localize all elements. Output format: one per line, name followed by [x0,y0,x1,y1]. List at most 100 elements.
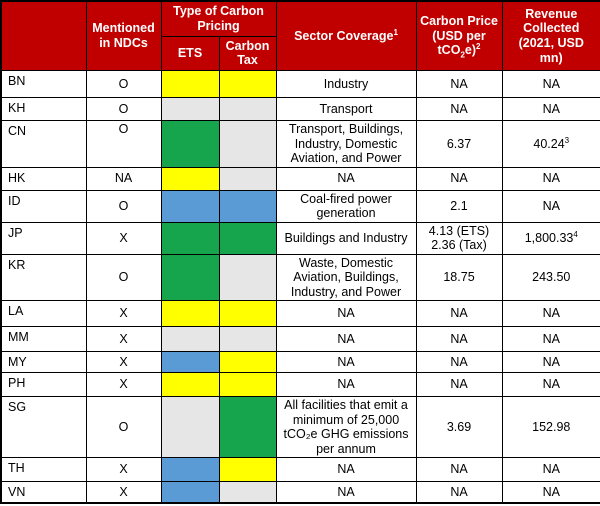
ndc-marker-cell: X [85,457,162,482]
country-code-cell: KR [0,253,87,301]
ndc-marker-cell: X [85,221,162,255]
sector-coverage-cell: Coal-fired power generation [275,189,417,223]
revenue-value: NA [542,331,560,346]
revenue-cell: 1,800.334 [501,221,600,255]
ets-status-color-cell [160,351,220,373]
carbon-tax-status-color-cell [218,396,277,458]
revenue-value: 40.24 [533,136,565,151]
table-row: JP X Buildings and Industry 4.13 (ETS) 2… [0,221,600,255]
carbon-price-cell: NA [415,481,503,503]
ets-status-color-cell [160,396,220,458]
table-row: PH X NA NA NA [0,372,600,397]
sector-coverage-cell: NA [275,351,417,373]
table-row: KR O Waste, Domestic Aviation, Buildings… [0,253,600,301]
table-row: MY X NA NA NA [0,351,600,373]
carbon-price-cell: NA [415,326,503,352]
carbon-price-cell: 2.1 [415,189,503,223]
ets-status-color-cell [160,481,220,503]
ets-status-color-cell [160,120,220,168]
sector-coverage-cell: All facilities that emit a minimum of 25… [275,396,417,458]
carbon-price-cell: NA [415,300,503,327]
ndc-marker-cell: X [85,481,162,503]
country-code-cell: HK [0,166,87,191]
ets-status-color-cell [160,221,220,255]
ndc-marker-cell: O [85,97,162,121]
revenue-cell: NA [501,70,600,98]
ndc-marker-cell: X [85,351,162,373]
country-code-cell: MM [0,326,87,352]
carbon-tax-status-color-cell [218,372,277,397]
sector-coverage-cell: NA [275,457,417,482]
table-row: BN O Industry NA NA [0,70,600,98]
table-row: KH O Transport NA NA [0,97,600,121]
revenue-value: 1,800.33 [524,230,574,245]
carbon-tax-status-color-cell [218,457,277,482]
revenue-value: NA [542,462,560,477]
table-row: HK NA NA NA NA [0,166,600,191]
revenue-cell: NA [501,481,600,503]
carbon-price-cell: NA [415,351,503,373]
table-row: ID O Coal-fired power generation 2.1 NA [0,189,600,223]
sector-coverage-cell: Transport [275,97,417,121]
carbon-tax-status-color-cell [218,120,277,168]
revenue-value: NA [542,306,560,321]
carbon-price-cell: 6.37 [415,120,503,168]
revenue-cell: NA [501,97,600,121]
revenue-cell: NA [501,457,600,482]
revenue-cell: 40.243 [501,120,600,168]
table-row: VN X NA NA NA [0,481,600,503]
country-code-cell: JP [0,221,87,255]
sector-coverage-cell: NA [275,326,417,352]
sector-coverage-cell: NA [275,166,417,191]
co2-subscript: 2 [460,50,465,60]
header-ets: ETS [160,35,220,71]
carbon-price-cell: NA [415,372,503,397]
header-revenue-collected: Revenue Collected (2021, USD mn) [501,0,600,71]
revenue-value: NA [542,484,560,499]
sector-coverage-cell: Transport, Buildings, Industry, Domestic… [275,120,417,168]
ets-status-color-cell [160,70,220,98]
table-row: LA X NA NA NA [0,300,600,327]
ndc-marker-cell: X [85,300,162,327]
ndc-marker-cell: O [85,396,162,458]
carbon-tax-status-color-cell [218,70,277,98]
table-body: BN O Industry NA NA KH O Transport NA NA… [0,70,600,503]
sector-coverage-cell: NA [275,481,417,503]
revenue-cell: 152.98 [501,396,600,458]
header-sector-coverage: Sector Coverage1 [275,0,417,71]
carbon-price-cell: NA [415,70,503,98]
carbon-tax-status-color-cell [218,221,277,255]
revenue-value: NA [542,377,560,392]
country-code-cell: TH [0,457,87,482]
ets-status-color-cell [160,300,220,327]
ndc-marker-cell: NA [85,166,162,191]
table-row: TH X NA NA NA [0,457,600,482]
sector-coverage-cell: Industry [275,70,417,98]
sector-coverage-label: Sector Coverage [294,28,394,43]
country-code-cell: PH [0,372,87,397]
country-code-cell: KH [0,97,87,121]
country-code-cell: BN [0,70,87,98]
carbon-price-label-end: e) [464,43,477,58]
revenue-value: NA [542,171,560,186]
corner-header-cell [0,0,87,71]
country-code-cell: MY [0,351,87,373]
revenue-cell: NA [501,326,600,352]
carbon-price-cell: NA [415,97,503,121]
carbon-price-cell: NA [415,166,503,191]
carbon-tax-status-color-cell [218,351,277,373]
revenue-cell: NA [501,351,600,373]
revenue-footnote-marker: 4 [573,229,578,239]
revenue-value: NA [542,354,560,369]
sector-coverage-cell: NA [275,372,417,397]
carbon-tax-status-color-cell [218,326,277,352]
revenue-value: 152.98 [532,419,571,434]
header-carbon-price: Carbon Price (USD per tCO2e)2 [415,0,503,71]
table-row: SG O All facilities that emit a minimum … [0,396,600,458]
revenue-cell: NA [501,189,600,223]
carbon-price-cell: 4.13 (ETS) 2.36 (Tax) [415,221,503,255]
ndc-marker-cell: O [85,253,162,301]
ndc-marker-cell: O [85,120,162,168]
revenue-value: NA [542,101,560,116]
